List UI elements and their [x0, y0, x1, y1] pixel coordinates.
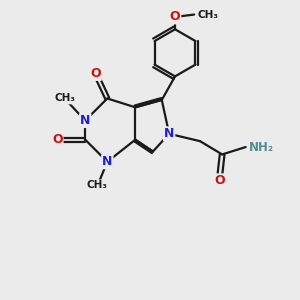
- Text: O: O: [90, 67, 101, 80]
- Text: N: N: [164, 127, 174, 140]
- Text: O: O: [52, 133, 63, 146]
- Text: O: O: [170, 11, 180, 23]
- Text: NH₂: NH₂: [249, 141, 274, 154]
- Text: N: N: [80, 114, 90, 127]
- Text: N: N: [102, 155, 112, 168]
- Text: CH₃: CH₃: [86, 180, 107, 190]
- Text: CH₃: CH₃: [54, 94, 75, 103]
- Text: CH₃: CH₃: [197, 10, 218, 20]
- Text: O: O: [214, 174, 224, 188]
